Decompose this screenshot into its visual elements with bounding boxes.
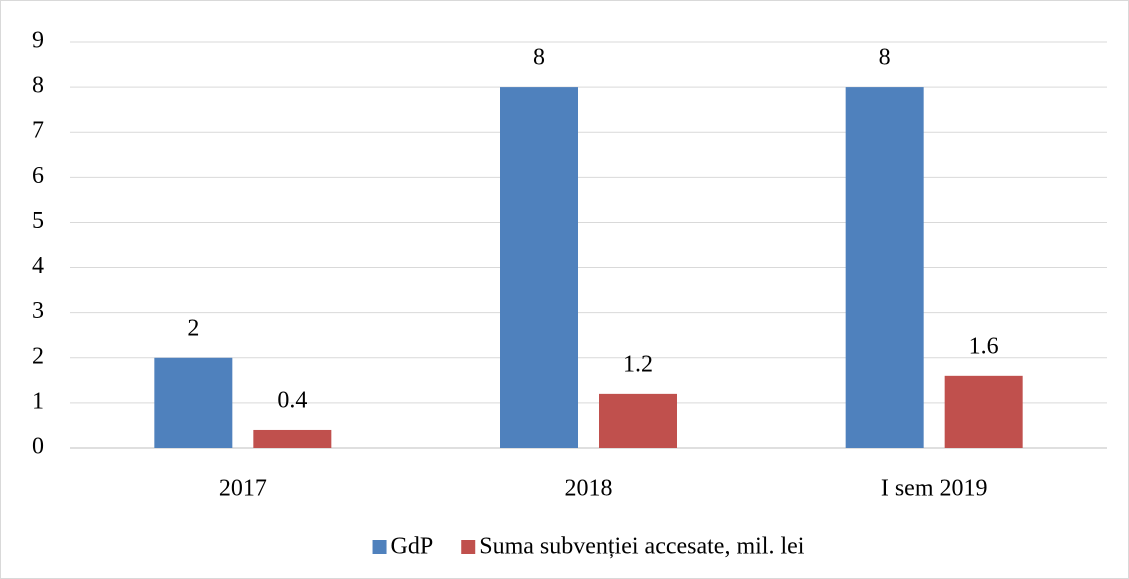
x-tick-label: 2017 bbox=[219, 476, 267, 502]
y-tick-label: 7 bbox=[32, 118, 44, 144]
y-tick-label: 0 bbox=[32, 434, 44, 460]
bar bbox=[253, 429, 332, 448]
y-tick-label: 6 bbox=[32, 163, 44, 189]
data-label: 1.2 bbox=[623, 351, 653, 377]
y-tick-label: 1 bbox=[32, 388, 44, 414]
bar bbox=[845, 87, 924, 448]
legend-label: GdP bbox=[391, 534, 434, 560]
legend-swatch bbox=[372, 540, 387, 554]
x-tick-label: 2018 bbox=[565, 476, 613, 502]
y-tick-label: 9 bbox=[32, 28, 44, 54]
y-tick-label: 5 bbox=[32, 208, 44, 234]
data-label: 8 bbox=[533, 45, 545, 71]
legend-swatch bbox=[461, 540, 476, 554]
data-label: 2 bbox=[187, 315, 199, 341]
data-label: 0.4 bbox=[277, 387, 307, 413]
y-tick-label: 4 bbox=[32, 253, 44, 279]
data-label: 8 bbox=[879, 45, 891, 71]
bar bbox=[154, 357, 233, 448]
x-tick-label: I sem 2019 bbox=[881, 476, 988, 502]
legend-label: Suma subvenției accesate, mil. lei bbox=[479, 534, 805, 560]
bar bbox=[500, 87, 578, 448]
bar bbox=[599, 393, 677, 448]
y-tick-label: 8 bbox=[32, 73, 44, 99]
y-tick-label: 2 bbox=[32, 343, 44, 369]
y-tick-label: 3 bbox=[32, 298, 44, 324]
bar bbox=[944, 375, 1023, 448]
data-label: 1.6 bbox=[969, 333, 999, 359]
